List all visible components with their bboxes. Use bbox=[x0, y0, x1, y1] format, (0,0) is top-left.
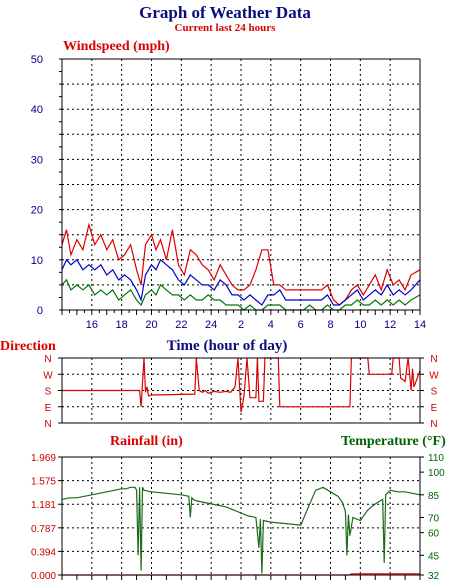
direction-right-tick-label: N bbox=[430, 419, 437, 430]
windspeed-y-tick-label: 10 bbox=[31, 255, 43, 267]
windspeed-x-tick-label: 22 bbox=[175, 319, 187, 331]
temperature-y-tick-label: 45 bbox=[428, 551, 440, 562]
chart-subtitle: Current last 24 hours bbox=[175, 22, 277, 34]
direction-right-tick-label: W bbox=[429, 370, 439, 381]
chart-title: Graph of Weather Data bbox=[139, 3, 311, 22]
windspeed-grid bbox=[59, 58, 421, 315]
direction-left-tick-label: E bbox=[45, 403, 52, 414]
windspeed-title: Windspeed (mph) bbox=[63, 39, 170, 54]
windspeed-x-tick-label: 2 bbox=[238, 319, 244, 331]
windspeed-x-tick-label: 12 bbox=[384, 319, 396, 331]
rainfall-y-tick-label: 0.394 bbox=[31, 547, 56, 558]
temperature-y-tick-labels: 32 45 60 70 85 100 110 bbox=[428, 453, 445, 582]
direction-plot-frame bbox=[61, 357, 421, 424]
direction-left-tick-label: W bbox=[43, 370, 53, 381]
temperature-y-tick-label: 85 bbox=[428, 491, 440, 502]
direction-right-tick-label: S bbox=[431, 387, 438, 398]
windspeed-x-tick-label: 18 bbox=[116, 319, 128, 331]
windspeed-y-tick-label: 0 bbox=[37, 305, 43, 317]
rainfall-plot-frame bbox=[61, 456, 421, 576]
windspeed-y-tick-label: 20 bbox=[31, 205, 43, 217]
temperature-y-tick-label: 100 bbox=[428, 468, 445, 479]
windspeed-plot-frame bbox=[61, 58, 421, 311]
temperature-y-tick-label: 110 bbox=[428, 453, 444, 464]
windspeed-x-tick-label: 14 bbox=[414, 319, 426, 331]
rainfall-y-tick-label: 0.000 bbox=[31, 571, 56, 582]
temperature-line bbox=[61, 486, 421, 574]
rainfall-y-tick-label: 1.181 bbox=[31, 500, 56, 511]
windspeed-x-tick-label: 20 bbox=[145, 319, 157, 331]
direction-left-tick-label: N bbox=[44, 419, 51, 430]
windspeed-x-tick-label: 4 bbox=[268, 319, 274, 331]
direction-left-tick-label: N bbox=[44, 354, 51, 365]
windspeed-x-tick-label: 8 bbox=[327, 319, 333, 331]
windspeed-y-tick-label: 30 bbox=[31, 154, 43, 166]
windspeed-y-tick-label: 40 bbox=[31, 104, 43, 116]
rainfall-temperature-series bbox=[61, 486, 421, 576]
direction-series bbox=[62, 357, 421, 413]
temperature-y-tick-label: 32 bbox=[428, 571, 440, 582]
direction-left-tick-label: S bbox=[45, 387, 52, 398]
temperature-title: Temperature (°F) bbox=[341, 434, 446, 449]
direction-right-tick-label: E bbox=[431, 403, 438, 414]
rainfall-y-tick-label: 0.787 bbox=[31, 524, 56, 535]
windspeed-y-tick-label: 50 bbox=[31, 54, 43, 66]
direction-series-line-1 bbox=[62, 357, 421, 413]
windspeed-y-tick-labels: 0 10 20 30 40 50 bbox=[31, 54, 43, 317]
windspeed-x-axis-label: Time (hour of day) bbox=[167, 338, 288, 354]
windspeed-series bbox=[61, 222, 421, 311]
rainfall-y-tick-labels: 0.000 0.394 0.787 1.181 1.575 1.969 bbox=[31, 453, 56, 582]
windspeed-x-tick-labels: 16 18 20 22 24 2 4 6 8 10 12 14 bbox=[86, 319, 426, 331]
windspeed-x-tick-label: 24 bbox=[205, 319, 217, 331]
rainfall-title: Rainfall (in) bbox=[110, 434, 183, 449]
temperature-y-tick-label: 60 bbox=[428, 529, 440, 540]
temperature-y-tick-label: 70 bbox=[428, 514, 440, 525]
windspeed-series-line-1 bbox=[61, 222, 421, 306]
windspeed-x-tick-label: 10 bbox=[354, 319, 366, 331]
direction-right-tick-label: N bbox=[430, 354, 437, 365]
windspeed-series-line-2 bbox=[61, 258, 421, 306]
windspeed-series-line-3 bbox=[61, 278, 421, 311]
rainfall-y-tick-label: 1.575 bbox=[31, 477, 56, 488]
windspeed-x-tick-label: 6 bbox=[298, 319, 304, 331]
rainfall-y-tick-label: 1.969 bbox=[31, 453, 56, 464]
windspeed-x-tick-label: 16 bbox=[86, 319, 98, 331]
direction-title: Direction bbox=[0, 339, 56, 354]
rainfall-grid bbox=[58, 456, 424, 580]
